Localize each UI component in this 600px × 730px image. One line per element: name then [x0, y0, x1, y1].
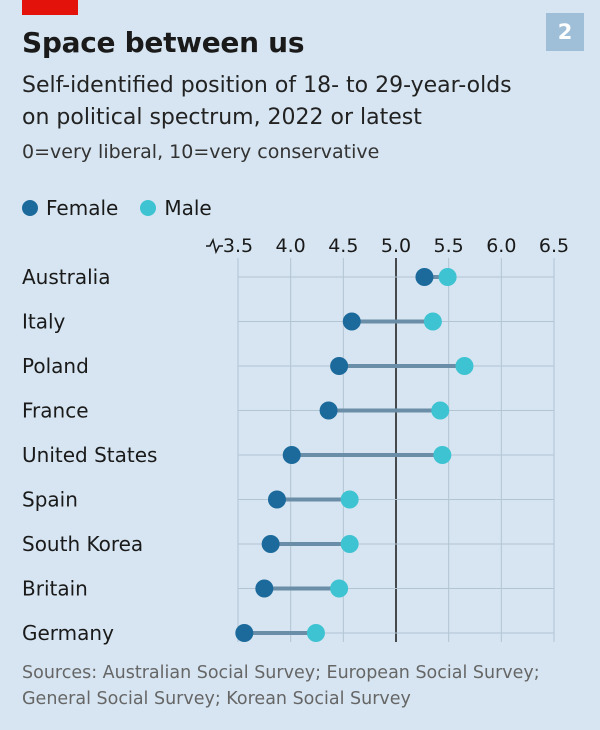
male-dot [433, 446, 452, 464]
country-label: Poland [22, 354, 89, 378]
male-dot [455, 357, 474, 375]
source-note: Sources: Australian Social Survey; Europ… [22, 663, 540, 709]
female-dot [235, 624, 254, 642]
female-dot [267, 490, 286, 509]
country-label: Britain [22, 577, 88, 601]
female-dot [255, 579, 274, 598]
legend-dot-female [22, 200, 38, 216]
male-dot [340, 535, 359, 553]
male-dot [340, 490, 359, 509]
male-dot [438, 268, 457, 286]
x-tick-label: 6.0 [486, 235, 516, 257]
country-label: Australia [22, 265, 110, 289]
legend-label-female: Female [46, 196, 119, 220]
female-dot [319, 401, 338, 420]
axis-break-icon [206, 237, 223, 255]
chart-title: Space between us [22, 26, 305, 59]
legend-label-male: Male [164, 196, 212, 220]
country-label: Germany [22, 621, 114, 645]
legend-item-female: Female [22, 196, 118, 220]
country-label: France [22, 399, 89, 423]
country-label: United States [22, 443, 157, 467]
figure-number-badge: 2 [546, 13, 584, 51]
legend: Female Male [22, 196, 234, 220]
female-dot [415, 268, 434, 286]
legend-item-male: Male [140, 196, 212, 220]
scale-note: 0=very liberal, 10=very conservative [22, 141, 380, 163]
male-dot [306, 624, 325, 642]
country-label: Spain [22, 488, 78, 512]
brand-red-tag [22, 0, 78, 15]
female-dot [282, 446, 301, 464]
male-dot [330, 579, 349, 598]
male-dot [431, 401, 450, 420]
female-dot [261, 535, 280, 553]
x-tick-label: 5.0 [381, 235, 411, 257]
x-tick-label: 3.5 [223, 235, 253, 257]
x-tick-label: 5.5 [434, 235, 464, 257]
female-dot [330, 357, 349, 375]
male-dot [423, 312, 442, 331]
chart-subtitle: Self-identified position of 18- to 29-ye… [22, 73, 512, 130]
country-label: Italy [22, 310, 66, 334]
x-tick-label: 6.5 [539, 235, 569, 257]
x-tick-label: 4.0 [276, 235, 306, 257]
country-label: South Korea [22, 532, 143, 556]
female-dot [342, 312, 361, 331]
x-tick-label: 4.5 [328, 235, 358, 257]
legend-dot-male [140, 200, 157, 216]
